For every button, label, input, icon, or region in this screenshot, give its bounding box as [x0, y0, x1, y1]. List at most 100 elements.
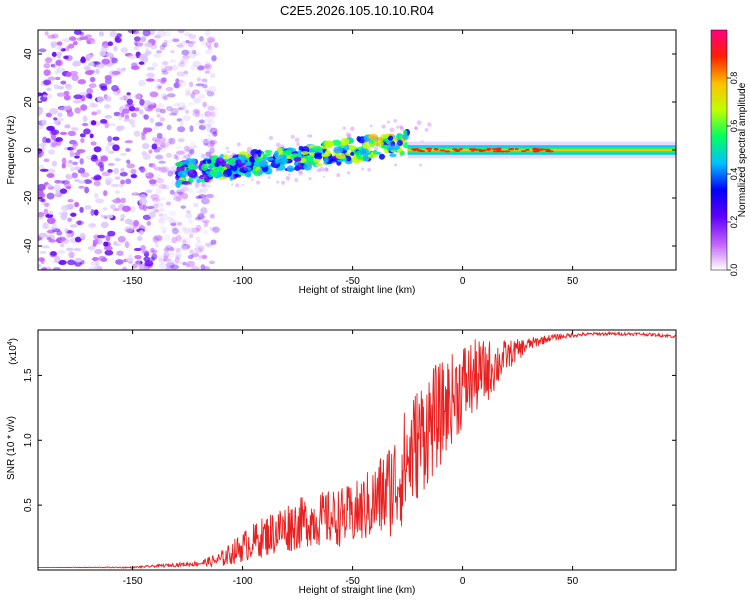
spectrogram-noise-cell — [98, 31, 105, 37]
spectrogram-noise-cell — [46, 183, 53, 188]
spectrogram-noise-cell — [155, 208, 164, 213]
spectrogram-noise-cell — [46, 173, 55, 178]
spectrogram-noise-cell — [142, 127, 148, 134]
spectrogram-y-tick-label: -20 — [23, 190, 34, 205]
spectrogram-noise-cell — [134, 255, 142, 260]
spectrogram-trace-cell — [231, 174, 242, 178]
spectrogram-noise-cell — [185, 212, 193, 219]
spectrogram-noise-cell — [170, 49, 175, 54]
spectrogram-trace-cell — [277, 154, 288, 160]
snr-plot-area — [38, 330, 676, 570]
spectrogram-halo-cell — [395, 141, 400, 146]
snr-x-tick-label: -50 — [345, 576, 360, 587]
spectrogram-halo-cell — [369, 124, 373, 128]
spectrogram-noise-cell — [153, 125, 158, 130]
spectrogram-trace-cell — [274, 158, 281, 164]
spectrogram-noise-cell — [156, 30, 166, 37]
spectrogram-noise-cell — [175, 78, 180, 83]
spectrogram-noise-cell — [50, 41, 59, 47]
spectrogram-noise-cell — [207, 119, 215, 125]
spectrogram-noise-cell — [38, 92, 43, 97]
spectrogram-noise-cell — [207, 45, 213, 51]
spectrogram-noise-cell — [208, 86, 217, 93]
spectrogram-noise-cell — [144, 172, 150, 177]
snr-y-tick-label: 1.5 — [23, 368, 34, 382]
spectrogram-trace-cell — [331, 139, 342, 146]
spectrogram-noise-cell — [94, 192, 99, 199]
spectrogram-halo-cell — [396, 125, 400, 129]
spectrogram-noise-cell — [146, 72, 156, 78]
chart-title: C2E5.2026.105.10.10.R04 — [280, 3, 434, 18]
colorbar-swatch — [710, 29, 728, 271]
snr-series-line — [38, 330, 676, 569]
spectrogram-trace-cell — [207, 165, 214, 169]
spectrogram-noise-cell — [38, 183, 46, 191]
spectrogram-noise-cell — [141, 56, 148, 62]
spectrogram-noise-cell — [188, 52, 197, 59]
spectrogram-noise-cell — [130, 112, 137, 118]
spectrogram-noise-cell — [38, 48, 47, 53]
snr-x-tick-label: 0 — [460, 576, 466, 587]
spectrogram-noise-cell — [135, 259, 141, 267]
spectrogram-peak-cell — [486, 148, 491, 151]
spectrogram-noise-cell — [150, 247, 155, 254]
spectrogram-halo-cell — [299, 171, 303, 174]
spectrogram-noise-cell — [139, 229, 144, 236]
spectrogram-noise-cell — [79, 31, 85, 36]
spectrogram-noise-cell — [189, 141, 196, 149]
spectrogram-noise-cell — [209, 140, 215, 147]
spectrogram-noise-cell — [166, 93, 176, 98]
spectrogram-noise-cell — [149, 117, 155, 124]
spectrogram-trace-cell — [380, 145, 391, 149]
spectrogram-noise-cell — [146, 128, 152, 133]
spectrogram-trace-cell — [273, 150, 279, 158]
spectrogram-noise-cell — [102, 207, 108, 211]
spectrogram-noise-cell — [150, 256, 155, 262]
spectrogram-noise-cell — [107, 142, 116, 147]
spectrogram-noise-cell — [57, 117, 65, 122]
spectrogram-peak-cell — [503, 150, 511, 153]
spectrogram-noise-cell — [181, 156, 189, 160]
spectrogram-noise-cell — [201, 181, 208, 188]
spectrogram-noise-cell — [174, 256, 180, 264]
spectrogram-noise-cell — [153, 149, 161, 153]
spectrogram-noise-cell — [116, 250, 124, 256]
spectrogram-noise-cell — [48, 226, 56, 231]
spectrogram-noise-cell — [51, 142, 57, 148]
spectrogram-noise-cell — [175, 247, 181, 253]
spectrogram-noise-cell — [178, 62, 186, 68]
spectrogram-trace-cell — [231, 165, 238, 172]
spectrogram-noise-cell — [65, 185, 72, 190]
spectrogram-halo-cell — [281, 163, 284, 167]
spectrogram-noise-cell — [185, 109, 190, 114]
spectrogram-noise-cell — [141, 142, 150, 150]
spectrogram-trace-cell — [264, 149, 273, 154]
spectrogram-noise-cell — [158, 262, 167, 269]
spectrogram-halo-cell — [364, 138, 370, 144]
spectrogram-trace-cell — [204, 175, 210, 183]
spectrogram-noise-cell — [43, 62, 51, 69]
spectrogram-noise-cell — [130, 168, 137, 175]
spectrogram-noise-cell — [61, 157, 67, 165]
spectrogram-peak-cell — [417, 149, 423, 152]
spectrogram-noise-cell — [100, 155, 108, 162]
spectrogram-noise-cell — [155, 154, 164, 160]
spectrogram-trace-cell — [241, 156, 246, 164]
spectrogram-noise-cell — [192, 108, 201, 114]
spectrogram-noise-cell — [41, 245, 50, 249]
spectrogram-noise-cell — [182, 115, 191, 122]
spectrogram-noise-cell — [143, 266, 149, 270]
spectrogram-noise-cell — [154, 107, 160, 113]
spectrogram-noise-cell — [159, 226, 168, 231]
spectrogram-peak-cell — [414, 148, 420, 151]
spectrogram-noise-cell — [48, 149, 56, 155]
spectrogram-noise-cell — [153, 166, 162, 171]
spectrogram-trace-cell — [245, 161, 252, 167]
spectrogram-noise-cell — [155, 121, 163, 127]
spectrogram-noise-cell — [161, 77, 167, 83]
spectrogram-noise-cell — [135, 51, 141, 59]
spectrogram-noise-cell — [200, 264, 206, 270]
spectrogram-noise-cell — [161, 93, 167, 99]
spectrogram-noise-cell — [95, 175, 102, 180]
spectrogram-noise-cell — [70, 212, 77, 217]
